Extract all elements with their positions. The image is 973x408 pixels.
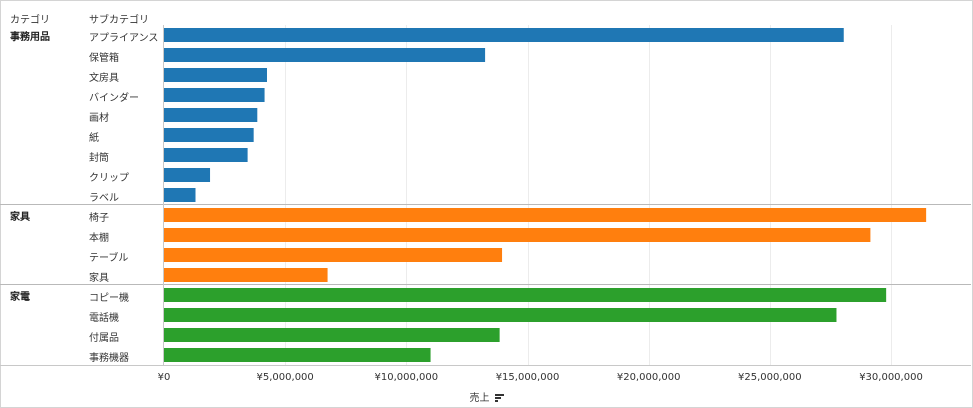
- x-axis-title-container[interactable]: 売上: [0, 389, 973, 404]
- bar: [164, 308, 837, 322]
- category-label[interactable]: 家具: [10, 212, 30, 223]
- bar: [164, 228, 871, 242]
- subcategory-label[interactable]: アプライアンス: [89, 33, 159, 44]
- subcategory-label[interactable]: 文房具: [89, 73, 119, 84]
- subcategory-label[interactable]: ラベル: [89, 193, 119, 204]
- subcategory-label[interactable]: コピー機: [89, 293, 129, 304]
- subcategory-label[interactable]: テーブル: [89, 253, 129, 264]
- bar: [164, 208, 927, 222]
- bar: [164, 48, 486, 62]
- sort-descending-icon[interactable]: [494, 394, 504, 402]
- subcategory-label[interactable]: 紙: [89, 133, 99, 144]
- subcategory-header[interactable]: サブカテゴリ: [89, 15, 149, 26]
- x-tick-label: ¥10,000,000: [374, 372, 439, 383]
- subcategory-label[interactable]: 保管箱: [89, 53, 119, 64]
- bar: [164, 168, 211, 182]
- x-tick-label: ¥5,000,000: [256, 372, 314, 383]
- category-label[interactable]: 事務用品: [10, 32, 50, 43]
- bar: [164, 148, 248, 162]
- bar: [164, 248, 503, 262]
- subcategory-label[interactable]: 本棚: [89, 233, 109, 244]
- category-header[interactable]: カテゴリ: [10, 15, 50, 26]
- bar: [164, 348, 431, 362]
- x-tick-label: ¥20,000,000: [616, 372, 681, 383]
- subcategory-label[interactable]: 家具: [89, 273, 109, 284]
- bar: [164, 28, 844, 42]
- subcategory-label[interactable]: 電話機: [89, 313, 119, 324]
- x-tick-label: ¥0: [157, 372, 171, 383]
- subcategory-label[interactable]: 椅子: [89, 213, 109, 224]
- x-tick-label: ¥15,000,000: [495, 372, 560, 383]
- x-tick-label: ¥25,000,000: [738, 372, 802, 383]
- subcategory-label[interactable]: 付属品: [89, 333, 119, 344]
- bar: [164, 268, 328, 282]
- subcategory-label[interactable]: 画材: [89, 113, 109, 124]
- subcategory-label[interactable]: クリップ: [89, 173, 129, 184]
- subcategory-label[interactable]: 事務機器: [89, 353, 129, 364]
- bar: [164, 68, 267, 82]
- bar: [164, 288, 887, 302]
- category-label[interactable]: 家電: [10, 292, 30, 303]
- subcategory-label[interactable]: 封筒: [89, 153, 109, 164]
- x-axis-title: 売上: [469, 393, 490, 404]
- bar: [164, 108, 258, 122]
- bar: [164, 88, 265, 102]
- bar: [164, 188, 196, 202]
- bar: [164, 328, 500, 342]
- x-tick-label: ¥30,000,000: [859, 372, 923, 383]
- subcategory-label[interactable]: バインダー: [89, 93, 139, 104]
- bar: [164, 128, 254, 142]
